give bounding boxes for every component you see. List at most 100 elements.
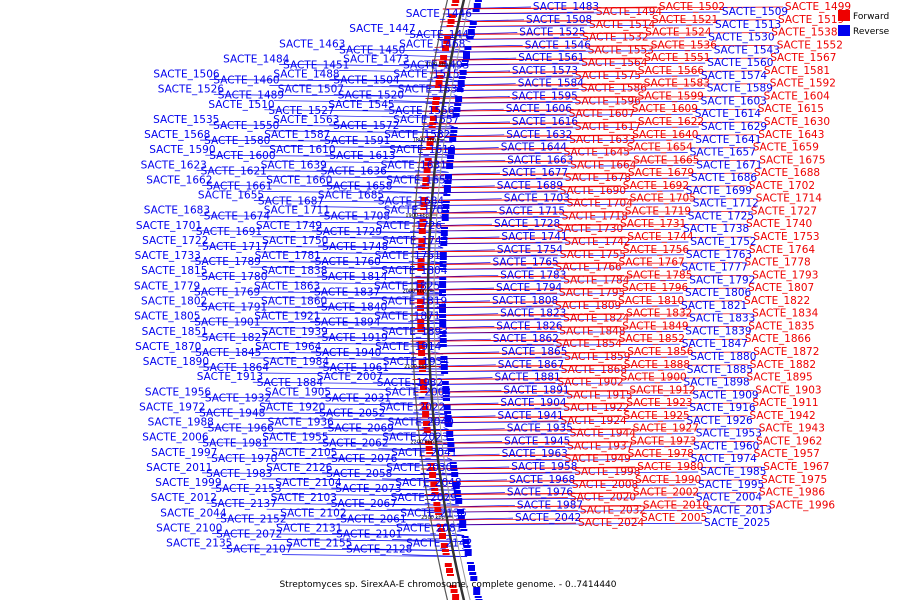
- gene-label: SACTE_1760: [315, 256, 381, 268]
- forward-feature: [422, 177, 430, 182]
- gene-label: SACTE_1866: [745, 333, 812, 345]
- forward-feature: [425, 441, 433, 445]
- reverse-feature: [445, 174, 452, 179]
- gene-label: SACTE_2023: [382, 432, 448, 444]
- forward-feature: [417, 319, 425, 323]
- gene-leader-line: [255, 418, 448, 421]
- reverse-feature: [450, 469, 458, 471]
- forward-feature: [450, 589, 458, 593]
- reverse-feature: [457, 515, 465, 519]
- gene-label: SACTE_1791: [201, 302, 267, 314]
- gene-leader-line: [437, 37, 707, 40]
- gene-label: SACTE_1894: [314, 317, 381, 329]
- gene-leader-line: [378, 448, 451, 452]
- forward-feature: [437, 524, 445, 527]
- gene-label: SACTE_1923: [626, 397, 692, 409]
- gene-label: SACTE_1551: [644, 52, 710, 64]
- gene-label: SACTE_1966: [208, 423, 275, 435]
- gene-label: SACTE_1835: [748, 320, 814, 332]
- gene-label: SACTE_1610: [269, 144, 335, 156]
- gene-label: SACTE_1898: [684, 377, 750, 389]
- forward-feature: [431, 106, 439, 112]
- gene-label: SACTE_1792: [689, 274, 755, 286]
- gene-label: SACTE_1895: [747, 372, 813, 384]
- gene-label: SACTE_1733: [135, 250, 201, 262]
- gene-leader-line: [396, 523, 462, 527]
- reverse-feature: [469, 21, 477, 25]
- gene-label: SACTE_1904: [500, 397, 567, 409]
- forward-feature: [440, 543, 448, 548]
- gene-label: SACTE_1995: [698, 479, 764, 491]
- gene-label: SACTE_2152: [220, 513, 286, 525]
- gene-label: SACTE_1581: [764, 65, 830, 77]
- gene-label: SACTE_1514: [589, 19, 656, 31]
- gene-label: SACTE_1655: [198, 190, 264, 202]
- gene-label: SACTE_1958: [511, 461, 577, 473]
- gene-label: SACTE_1980: [637, 461, 703, 473]
- gene-leader-line: [389, 130, 455, 134]
- gene-label: SACTE_1580: [204, 135, 270, 147]
- gene-label: SACTE_1827: [202, 332, 268, 344]
- gene-leader-line: [410, 267, 680, 270]
- gene-label: SACTE_1592: [770, 78, 836, 90]
- gene-leader-line: [432, 62, 706, 66]
- gene-leader-line: [253, 200, 446, 203]
- gene-leader-line: [427, 83, 768, 87]
- gene-label: SACTE_1658: [326, 180, 392, 192]
- gene-label: SACTE_1546: [525, 39, 592, 51]
- gene-leader-line: [418, 446, 692, 449]
- gene-leader-line: [267, 463, 453, 467]
- gene-leader-line: [319, 215, 445, 219]
- forward-feature: [429, 472, 437, 478]
- gene-label: SACTE_2062: [322, 438, 388, 450]
- gene-leader-line: [391, 493, 457, 497]
- reverse-feature: [466, 562, 474, 564]
- gene-label: SACTE_1701: [136, 220, 202, 232]
- gene-label: SACTE_1692: [623, 180, 689, 192]
- gene-leader-line: [387, 463, 453, 467]
- gene-leader-line: [413, 394, 691, 398]
- legend-reverse-swatch: [838, 25, 850, 36]
- gene-label: SACTE_2006: [142, 432, 209, 444]
- gene-leader-line: [249, 297, 443, 300]
- forward-feature: [419, 219, 427, 222]
- gene-label: SACTE_1708: [324, 211, 390, 223]
- reverse-feature: [452, 482, 460, 489]
- gene-label: SACTE_1901: [194, 317, 260, 329]
- gene-label: SACTE_1618: [389, 144, 455, 156]
- gene-label: SACTE_1837: [314, 286, 380, 298]
- gene-leader-line: [410, 331, 684, 334]
- gene-label: SACTE_1686: [691, 172, 758, 184]
- forward-feature: [437, 528, 445, 532]
- gene-label: SACTE_1589: [707, 83, 773, 95]
- gene-leader-line: [271, 493, 457, 497]
- gene-label: SACTE_1606: [506, 103, 573, 115]
- gene-leader-line: [393, 100, 459, 104]
- gene-label: SACTE_1583: [644, 78, 710, 90]
- gene-leader-line: [370, 266, 443, 270]
- gene-label: SACTE_1885: [687, 364, 753, 376]
- gene-label: SACTE_1795: [559, 287, 625, 299]
- reverse-feature: [461, 60, 469, 62]
- forward-feature: [430, 482, 438, 487]
- forward-feature: [438, 65, 446, 67]
- gene-label: SACTE_1822: [744, 295, 810, 307]
- gene-leader-line: [257, 342, 443, 346]
- gene-label: SACTE_1703: [504, 193, 570, 205]
- gene-leader-line: [435, 412, 448, 415]
- gene-label: SACTE_1839: [685, 325, 751, 337]
- gene-label: SACTE_1870: [135, 341, 201, 353]
- forward-feature: [417, 284, 425, 288]
- gene-label: SACTE_1990: [635, 474, 701, 486]
- forward-feature: [444, 36, 452, 39]
- gene-leader-line: [409, 305, 680, 309]
- reverse-feature: [439, 268, 447, 270]
- gene-label: SACTE_2048: [395, 477, 461, 489]
- forward-feature: [436, 75, 444, 79]
- reverse-feature: [440, 237, 448, 240]
- gene-label: SACTE_1596: [575, 95, 642, 107]
- gene-label: SACTE_1953: [696, 428, 762, 440]
- gene-leader-line: [372, 381, 445, 385]
- gene-label: SACTE_1973: [630, 435, 696, 447]
- gene-leader-line: [320, 396, 446, 400]
